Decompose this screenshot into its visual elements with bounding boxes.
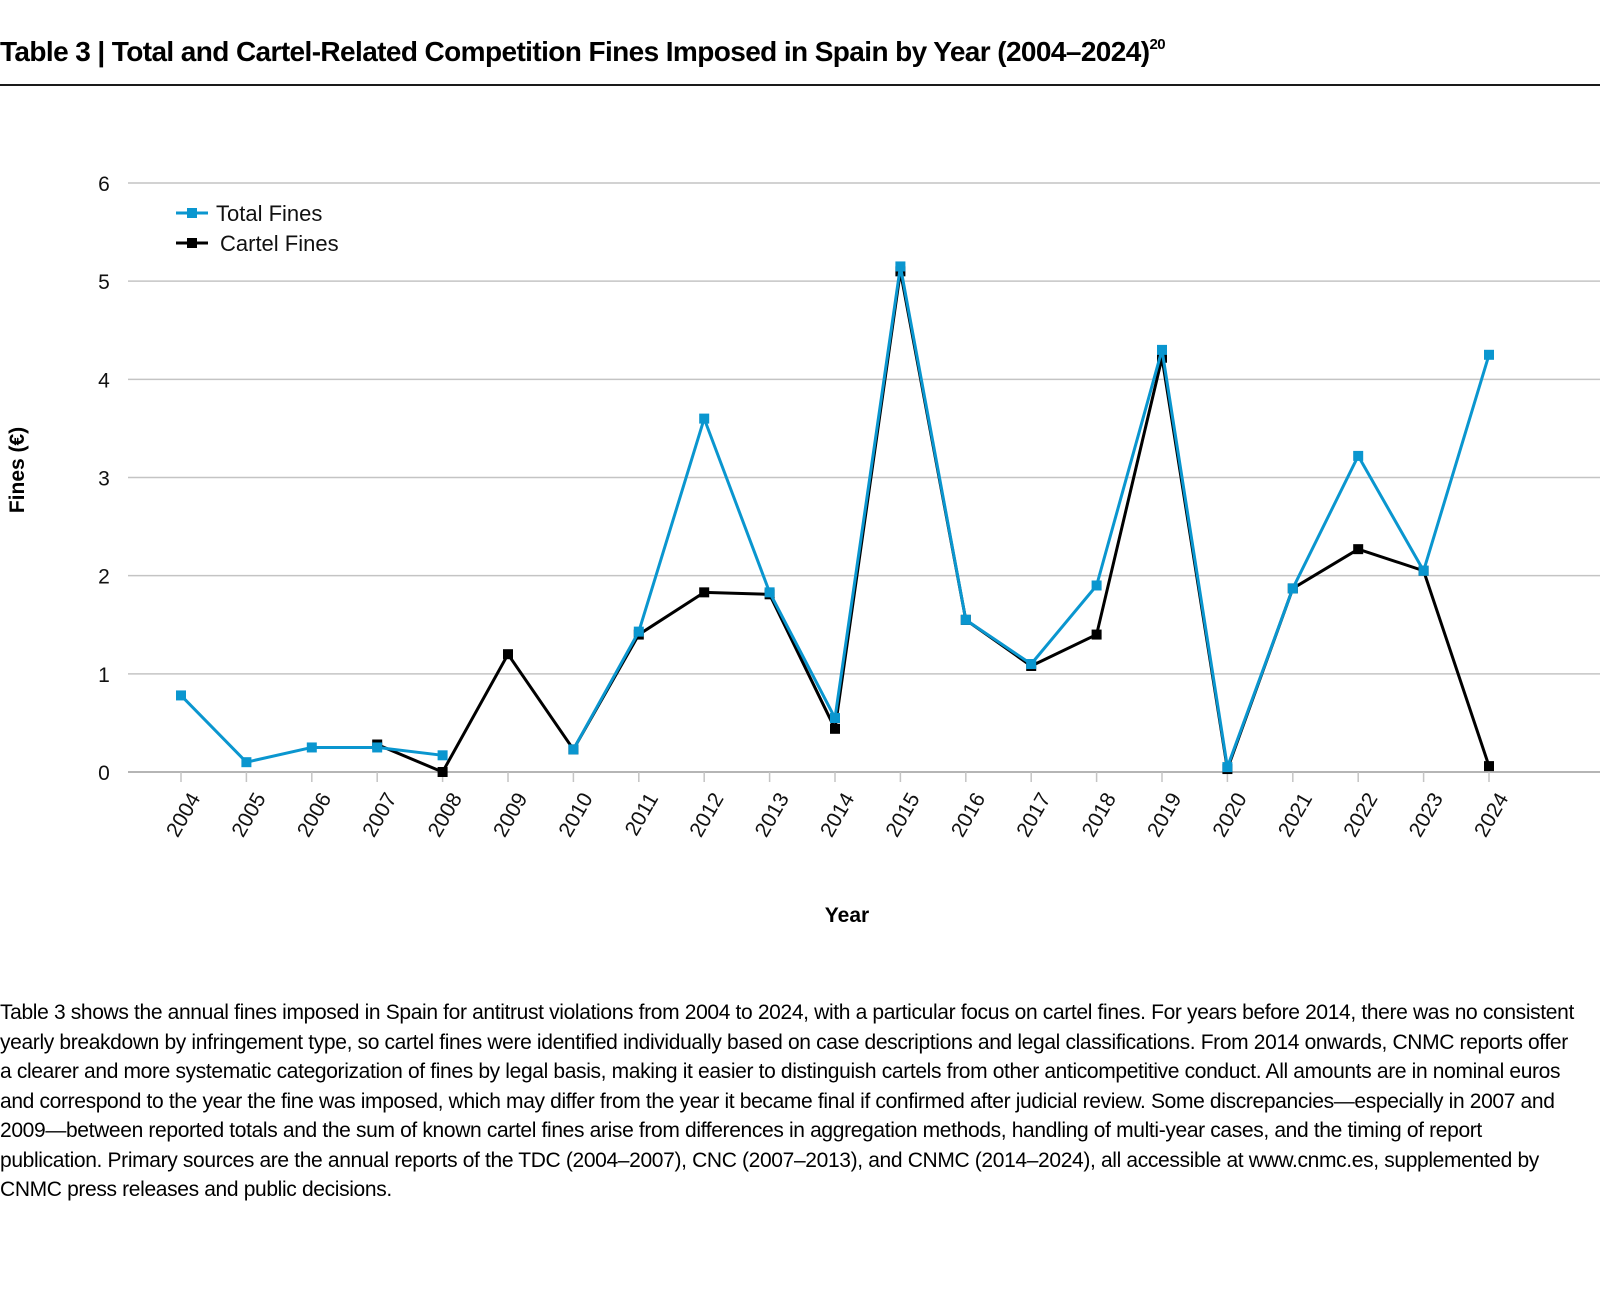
legend-marker-icon: [187, 238, 197, 248]
data-point: [633, 626, 644, 637]
x-tick-label: 2011: [621, 789, 664, 840]
x-tick-label: 2010: [554, 789, 597, 841]
data-point: [960, 614, 971, 625]
chart-caption: Table 3 shows the annual fines imposed i…: [0, 1001, 1574, 1201]
data-point: [1287, 583, 1298, 594]
y-tick-label: 1: [98, 664, 110, 687]
data-point: [1091, 629, 1102, 640]
data-point: [241, 757, 252, 768]
legend-item: Cartel Fines: [176, 231, 339, 256]
y-tick-label: 5: [98, 271, 110, 294]
x-tick-label: 2007: [358, 789, 401, 841]
x-tick-label: 2005: [227, 789, 270, 841]
legend-marker-icon: [187, 208, 197, 218]
data-point: [503, 649, 513, 660]
data-point: [568, 744, 579, 755]
data-point: [176, 690, 186, 701]
x-tick-label: 2015: [881, 789, 924, 841]
x-tick-label: 2020: [1208, 789, 1251, 841]
data-point: [1484, 761, 1494, 772]
y-tick-label: 3: [98, 468, 110, 491]
x-tick-label: 2016: [947, 789, 990, 841]
y-axis-label: Fines (€): [6, 427, 29, 513]
x-tick-label: 2017: [1012, 789, 1055, 841]
x-tick-label: 2018: [1078, 789, 1121, 841]
series-total-fines: [176, 261, 1494, 773]
y-tick-label: 4: [98, 369, 110, 392]
x-tick-label: 2022: [1339, 789, 1382, 841]
x-tick-label: 2014: [816, 789, 859, 841]
x-axis-ticks: 2004 2005 2006 2007 2008 2009 2010 2011 2012 2013…: [162, 772, 1513, 841]
x-tick-label: 2008: [424, 789, 467, 841]
data-point: [1026, 659, 1037, 670]
x-tick-label: 2009: [489, 789, 532, 841]
series-line: [572, 264, 1491, 769]
y-axis-ticks: 0 1 2 3 4 5 6: [98, 173, 110, 785]
series-group: [176, 261, 1494, 777]
page-title-text: Table 3 | Total and Cartel-Related Compe…: [0, 36, 1150, 67]
data-point: [830, 723, 840, 734]
data-point: [1091, 580, 1102, 591]
data-point: [437, 750, 448, 761]
data-point: [764, 587, 775, 598]
legend-label: Total Fines: [216, 201, 322, 226]
x-tick-label: 2019: [1143, 789, 1186, 841]
data-point: [1484, 349, 1494, 360]
x-tick-label: 2021: [1274, 789, 1317, 841]
gridlines: [128, 182, 1600, 773]
series-line: [376, 269, 1491, 774]
data-point: [895, 261, 906, 272]
data-point: [830, 713, 840, 724]
y-tick-label: 6: [98, 173, 110, 196]
legend-label: Cartel Fines: [220, 231, 339, 256]
data-point: [372, 742, 383, 753]
data-point: [1353, 544, 1364, 555]
y-tick-label: 0: [98, 762, 110, 785]
data-point: [1418, 565, 1429, 576]
data-point: [1353, 450, 1364, 461]
y-tick-label: 2: [98, 566, 110, 589]
x-tick-label: 2013: [751, 789, 794, 841]
data-point: [699, 587, 710, 598]
footnote-reference: 20: [1149, 36, 1165, 53]
x-tick-label: 2004: [162, 789, 205, 841]
x-tick-label: 2012: [685, 789, 728, 841]
x-tick-label: 2023: [1405, 789, 1448, 841]
data-point: [437, 767, 448, 777]
title-divider: [0, 84, 1600, 86]
data-point: [699, 413, 710, 424]
x-axis-label: Year: [825, 904, 869, 927]
legend: Total Fines Cartel Fines: [176, 201, 339, 256]
page-title: Table 3 | Total and Cartel-Related Compe…: [0, 36, 1166, 68]
x-tick-label: 2024: [1470, 789, 1513, 841]
legend-item: Total Fines: [176, 201, 322, 226]
data-point: [1157, 344, 1167, 355]
line-chart: 0 1 2 3 4 5 6 2004 2005 2006 2007 2008 2009 2010 2011…: [6, 173, 1600, 927]
x-tick-label: 2006: [293, 789, 336, 841]
data-point: [1222, 762, 1233, 773]
data-point: [306, 742, 317, 753]
